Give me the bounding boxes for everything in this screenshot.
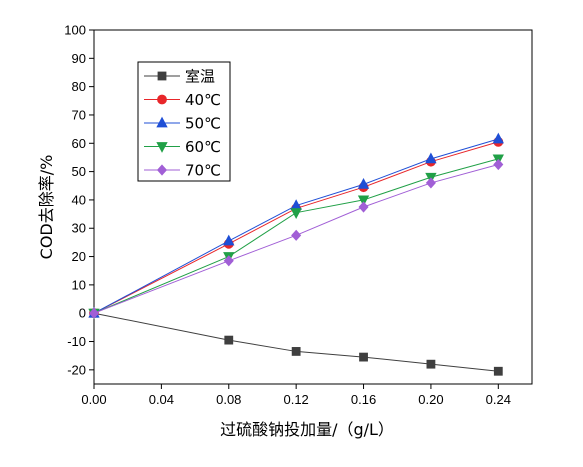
data-point: [493, 158, 504, 171]
data-point: [358, 201, 369, 213]
x-tick-label: 0.00: [81, 392, 106, 407]
x-tick-label: 0.04: [149, 392, 174, 407]
data-point: [224, 335, 234, 345]
x-tick-label: 0.24: [486, 392, 511, 407]
series-line: [93, 138, 499, 314]
data-point: [357, 195, 370, 207]
data-point: [426, 359, 436, 369]
series-3: [88, 154, 504, 320]
series-line: [93, 158, 499, 314]
x-tick-label: 0.16: [351, 392, 376, 407]
legend-label: 60℃: [185, 138, 221, 156]
legend-label: 50℃: [185, 115, 221, 133]
data-point: [425, 177, 436, 189]
y-tick-label: -10: [67, 334, 86, 349]
data-point: [425, 152, 437, 164]
x-tick-label: 0.20: [418, 392, 443, 407]
y-tick-label: 90: [72, 51, 86, 66]
y-axis-title: COD去除率/%: [37, 155, 56, 260]
x-axis: 0.00 0.04 0.08 0.12 0.16 0.20 0.24: [81, 384, 511, 407]
data-point: [290, 208, 302, 220]
series-layer: [88, 132, 504, 376]
legend-label: 70℃: [185, 162, 221, 180]
data-point: [88, 307, 100, 319]
series-0: [89, 308, 503, 376]
y-tick-label: 0: [79, 306, 86, 321]
legend-box: [137, 61, 231, 182]
series-4: [88, 158, 504, 319]
data-point: [357, 177, 370, 189]
legend-item: 70℃: [144, 162, 221, 180]
y-tick-label: 60: [72, 136, 86, 151]
x-tick-label: 0.12: [283, 392, 308, 407]
y-tick-label: -20: [67, 362, 86, 377]
legend-marker: [157, 71, 167, 81]
legend-item: 60℃: [144, 138, 221, 156]
legend-label: 40℃: [185, 91, 221, 109]
legend-marker: [156, 116, 168, 128]
series-2: [88, 132, 504, 318]
data-point: [223, 255, 234, 267]
y-tick-label: 50: [72, 164, 86, 179]
plot-frame: [93, 29, 533, 385]
legend-label: 室温: [185, 68, 215, 86]
y-axis: -20 -10 0 10 20 30 40 50 60 70 80 90 100: [64, 23, 94, 377]
legend-marker: [156, 164, 168, 176]
data-point: [493, 366, 503, 376]
data-point: [359, 352, 368, 362]
y-tick-label: 70: [72, 107, 86, 122]
legend-marker: [156, 142, 168, 153]
y-tick-label: 80: [72, 79, 86, 94]
data-point: [291, 229, 302, 241]
series-line: [93, 141, 499, 314]
y-tick-label: 30: [72, 221, 86, 236]
data-point: [291, 347, 301, 356]
legend-item: 50℃: [144, 115, 221, 133]
y-tick-label: 100: [64, 23, 86, 38]
legend-item: 40℃: [144, 91, 221, 109]
y-tick-label: 10: [72, 277, 86, 292]
data-point: [223, 234, 235, 246]
y-tick-label: 20: [72, 249, 86, 264]
legend: 室温 40℃ 50℃ 60℃ 70℃: [137, 61, 231, 182]
data-point: [492, 132, 504, 144]
series-line: [93, 164, 499, 314]
legend-item: 室温: [144, 68, 215, 86]
legend-marker: [157, 94, 167, 105]
series-line: [93, 312, 499, 372]
x-tick-label: 0.08: [216, 392, 241, 407]
y-tick-label: 40: [72, 192, 86, 207]
x-axis-title: 过硫酸钠投加量/（g/L）: [220, 420, 394, 439]
